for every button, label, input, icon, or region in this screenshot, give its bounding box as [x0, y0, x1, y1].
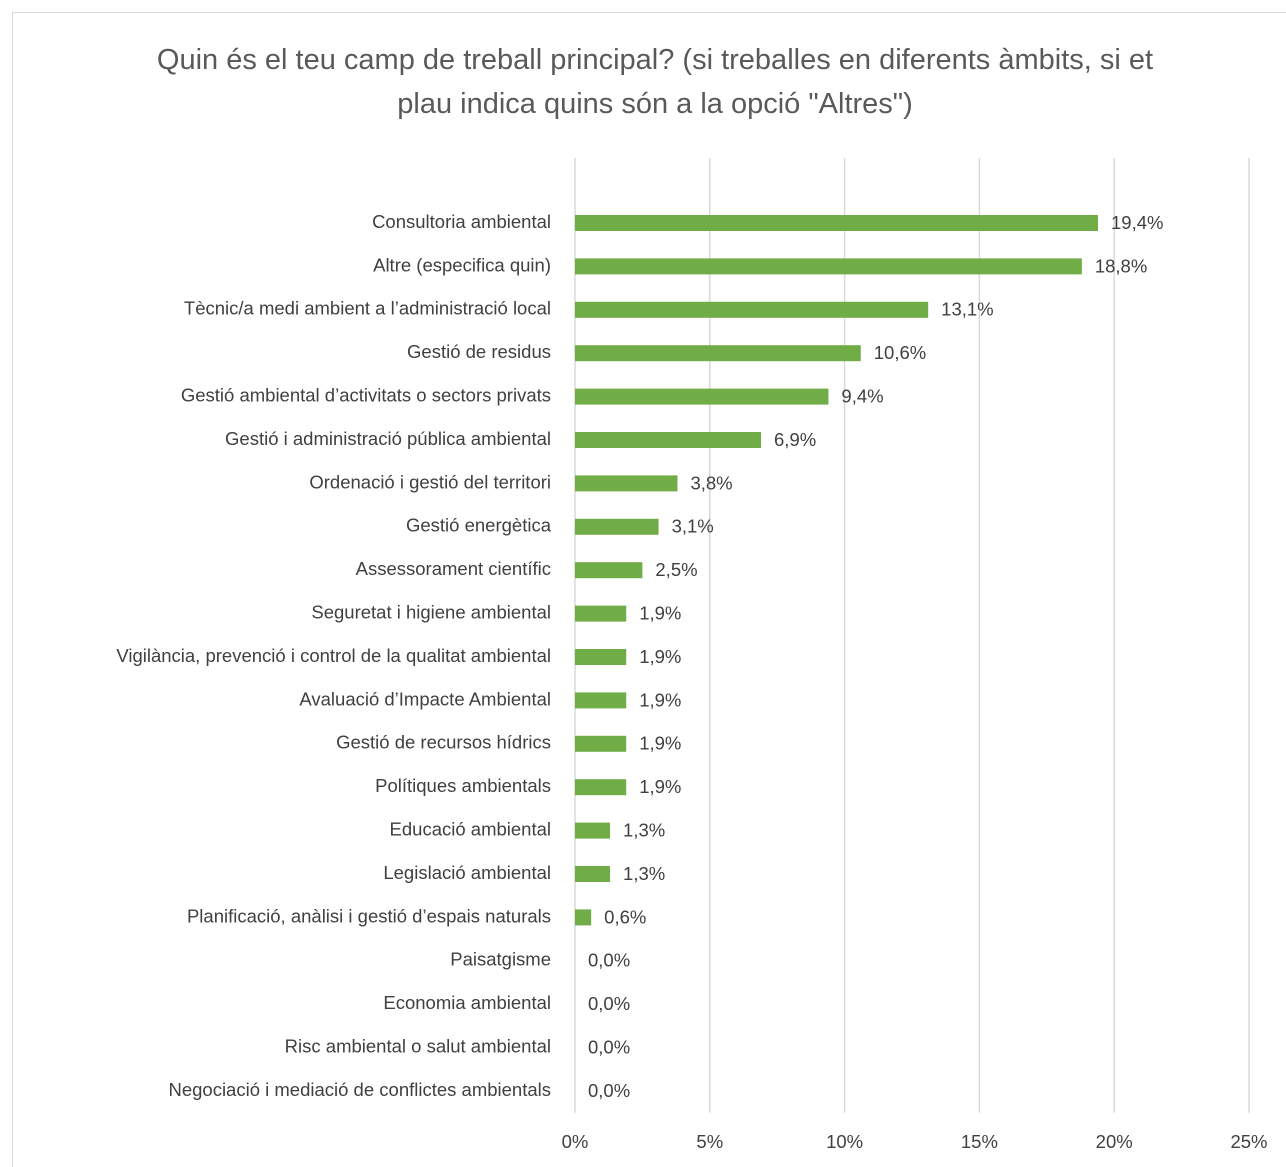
- bar: [575, 909, 592, 926]
- data-label: 9,4%: [841, 385, 883, 406]
- bar: [575, 258, 1082, 275]
- data-label: 0,6%: [604, 906, 646, 927]
- data-label: 0,0%: [588, 950, 630, 971]
- bar: [575, 605, 627, 622]
- bar: [575, 649, 627, 665]
- bar: [575, 866, 611, 882]
- data-label: 0,0%: [588, 1036, 630, 1057]
- x-tick-label: 0%: [562, 1131, 589, 1152]
- data-label: 1,9%: [639, 646, 681, 667]
- data-label: 13,1%: [941, 299, 993, 320]
- bar: [575, 475, 678, 492]
- data-label: 0,0%: [588, 1080, 630, 1101]
- y-tick-label: Vigilància, prevenció i control de la qu…: [116, 645, 551, 666]
- data-label: 1,3%: [623, 819, 665, 840]
- y-tick-label: Paisatgisme: [450, 949, 551, 970]
- data-label: 18,8%: [1095, 255, 1147, 276]
- y-tick-label: Gestió de recursos hídrics: [336, 732, 551, 753]
- data-label: 6,9%: [774, 429, 816, 450]
- y-tick-label: Legislació ambiental: [383, 862, 551, 883]
- data-label: 1,9%: [639, 602, 681, 623]
- y-tick-label: Gestió de residus: [407, 341, 551, 362]
- y-tick-label: Gestió i administració pública ambiental: [225, 428, 551, 449]
- data-label: 3,8%: [690, 472, 732, 493]
- bar: [575, 432, 762, 448]
- y-tick-label: Altre (especifica quin): [373, 254, 551, 275]
- x-tick-label: 15%: [961, 1131, 998, 1152]
- y-tick-label: Consultoria ambiental: [372, 211, 551, 232]
- x-tick-label: 25%: [1230, 1131, 1267, 1152]
- bar: [575, 518, 659, 535]
- data-label: 1,9%: [639, 689, 681, 710]
- bar: [575, 735, 627, 752]
- bar: [575, 215, 1099, 231]
- bar: [575, 388, 829, 405]
- bar: [575, 345, 861, 362]
- y-tick-label: Gestió ambiental d’activitats o sectors …: [181, 384, 551, 405]
- data-label: 10,6%: [874, 342, 926, 363]
- y-tick-label: Risc ambiental o salut ambiental: [285, 1035, 551, 1056]
- y-tick-label: Seguretat i higiene ambiental: [311, 601, 551, 622]
- y-tick-label: Negociació i mediació de conflictes ambi…: [168, 1079, 551, 1100]
- data-label: 1,9%: [639, 733, 681, 754]
- data-label: 0,0%: [588, 993, 630, 1014]
- x-tick-label: 10%: [826, 1131, 863, 1152]
- bar: [575, 779, 627, 796]
- data-label: 3,1%: [672, 516, 714, 537]
- y-tick-label: Tècnic/a medi ambient a l’administració …: [184, 298, 551, 319]
- bar: [575, 822, 611, 839]
- y-tick-label: Polítiques ambientals: [375, 775, 551, 796]
- y-tick-label: Ordenació i gestió del territori: [309, 471, 551, 492]
- x-tick-label: 5%: [696, 1131, 723, 1152]
- y-tick-label: Assessorament científic: [356, 558, 551, 579]
- bar: [575, 301, 929, 318]
- bar: [575, 692, 627, 709]
- chart-border: [12, 12, 1286, 1167]
- y-tick-label: Planificació, anàlisi i gestió d’espais …: [187, 905, 551, 926]
- x-tick-label: 20%: [1096, 1131, 1133, 1152]
- y-tick-label: Educació ambiental: [390, 818, 551, 839]
- data-label: 2,5%: [655, 559, 697, 580]
- y-tick-label: Avaluació d’Impacte Ambiental: [299, 688, 551, 709]
- y-tick-label: Economia ambiental: [383, 992, 551, 1013]
- data-label: 1,9%: [639, 776, 681, 797]
- y-tick-label: Gestió energètica: [406, 515, 552, 536]
- bar: [575, 562, 643, 579]
- chart-title: Quin és el teu camp de treball principal…: [156, 44, 1154, 120]
- data-label: 19,4%: [1111, 212, 1163, 233]
- data-label: 1,3%: [623, 863, 665, 884]
